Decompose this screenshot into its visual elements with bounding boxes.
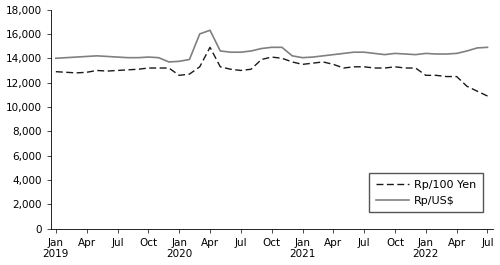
Rp/US$ xyxy=(53,57,59,60)
Rp/US$ xyxy=(248,49,254,52)
Rp/US$ xyxy=(268,46,274,49)
Rp/100 Yen xyxy=(300,63,306,66)
Rp/US$ xyxy=(412,53,418,56)
Rp/100 Yen xyxy=(114,69,120,72)
Rp/US$ xyxy=(279,46,285,49)
Rp/US$ xyxy=(402,52,408,56)
Rp/100 Yen xyxy=(218,65,224,68)
Rp/US$ xyxy=(218,49,224,52)
Rp/100 Yen xyxy=(484,94,490,98)
Rp/100 Yen xyxy=(330,63,336,66)
Rp/US$ xyxy=(258,47,264,50)
Rp/US$ xyxy=(392,52,398,55)
Rp/US$ xyxy=(156,56,162,59)
Rp/US$ xyxy=(74,55,80,59)
Rp/US$ xyxy=(166,60,172,64)
Rp/100 Yen xyxy=(289,60,295,64)
Line: Rp/US$: Rp/US$ xyxy=(56,30,488,62)
Rp/US$ xyxy=(484,46,490,49)
Rp/US$ xyxy=(474,46,480,50)
Rp/US$ xyxy=(94,54,100,58)
Rp/100 Yen xyxy=(166,67,172,70)
Rp/100 Yen xyxy=(268,55,274,59)
Rp/100 Yen xyxy=(176,74,182,77)
Rp/US$ xyxy=(186,58,192,61)
Rp/100 Yen xyxy=(228,68,234,71)
Rp/US$ xyxy=(63,56,69,59)
Rp/100 Yen xyxy=(207,46,213,49)
Rp/US$ xyxy=(289,54,295,58)
Rp/100 Yen xyxy=(351,65,357,68)
Rp/100 Yen xyxy=(402,67,408,70)
Rp/100 Yen xyxy=(454,75,460,78)
Rp/100 Yen xyxy=(94,69,100,72)
Rp/100 Yen xyxy=(63,71,69,74)
Rp/US$ xyxy=(340,52,346,55)
Rp/100 Yen xyxy=(361,65,367,68)
Rp/US$ xyxy=(114,55,120,59)
Rp/100 Yen xyxy=(53,70,59,73)
Line: Rp/100 Yen: Rp/100 Yen xyxy=(56,47,488,96)
Rp/100 Yen xyxy=(135,68,141,71)
Rp/100 Yen xyxy=(279,57,285,60)
Rp/100 Yen xyxy=(125,68,131,72)
Rp/100 Yen xyxy=(74,71,80,74)
Rp/100 Yen xyxy=(412,67,418,70)
Rp/US$ xyxy=(361,51,367,54)
Rp/100 Yen xyxy=(146,67,152,70)
Rp/100 Yen xyxy=(433,74,439,77)
Rp/US$ xyxy=(330,53,336,56)
Rp/US$ xyxy=(444,52,450,56)
Rp/100 Yen xyxy=(423,74,429,77)
Rp/US$ xyxy=(423,52,429,55)
Rp/100 Yen xyxy=(196,65,202,68)
Rp/100 Yen xyxy=(104,69,110,73)
Rp/100 Yen xyxy=(444,75,450,78)
Rp/100 Yen xyxy=(156,67,162,70)
Rp/100 Yen xyxy=(258,58,264,61)
Rp/US$ xyxy=(135,56,141,59)
Rp/US$ xyxy=(207,29,213,32)
Rp/100 Yen xyxy=(464,85,470,88)
Rp/100 Yen xyxy=(474,90,480,93)
Rp/US$ xyxy=(238,51,244,54)
Rp/US$ xyxy=(104,55,110,58)
Rp/100 Yen xyxy=(340,67,346,70)
Rp/US$ xyxy=(146,55,152,59)
Rp/US$ xyxy=(351,51,357,54)
Rp/100 Yen xyxy=(84,71,89,74)
Rp/US$ xyxy=(84,55,89,58)
Rp/US$ xyxy=(372,52,378,55)
Rp/100 Yen xyxy=(248,68,254,71)
Rp/100 Yen xyxy=(310,61,316,65)
Rp/US$ xyxy=(125,56,131,59)
Legend: Rp/100 Yen, Rp/US$: Rp/100 Yen, Rp/US$ xyxy=(370,173,482,212)
Rp/US$ xyxy=(464,49,470,52)
Rp/US$ xyxy=(196,32,202,36)
Rp/US$ xyxy=(320,54,326,58)
Rp/100 Yen xyxy=(320,60,326,64)
Rp/US$ xyxy=(176,60,182,63)
Rp/US$ xyxy=(454,52,460,55)
Rp/100 Yen xyxy=(238,69,244,72)
Rp/US$ xyxy=(300,56,306,59)
Rp/US$ xyxy=(382,53,388,56)
Rp/US$ xyxy=(310,55,316,59)
Rp/US$ xyxy=(433,52,439,56)
Rp/100 Yen xyxy=(382,67,388,70)
Rp/100 Yen xyxy=(186,73,192,76)
Rp/US$ xyxy=(228,51,234,54)
Rp/100 Yen xyxy=(372,67,378,70)
Rp/100 Yen xyxy=(392,65,398,68)
